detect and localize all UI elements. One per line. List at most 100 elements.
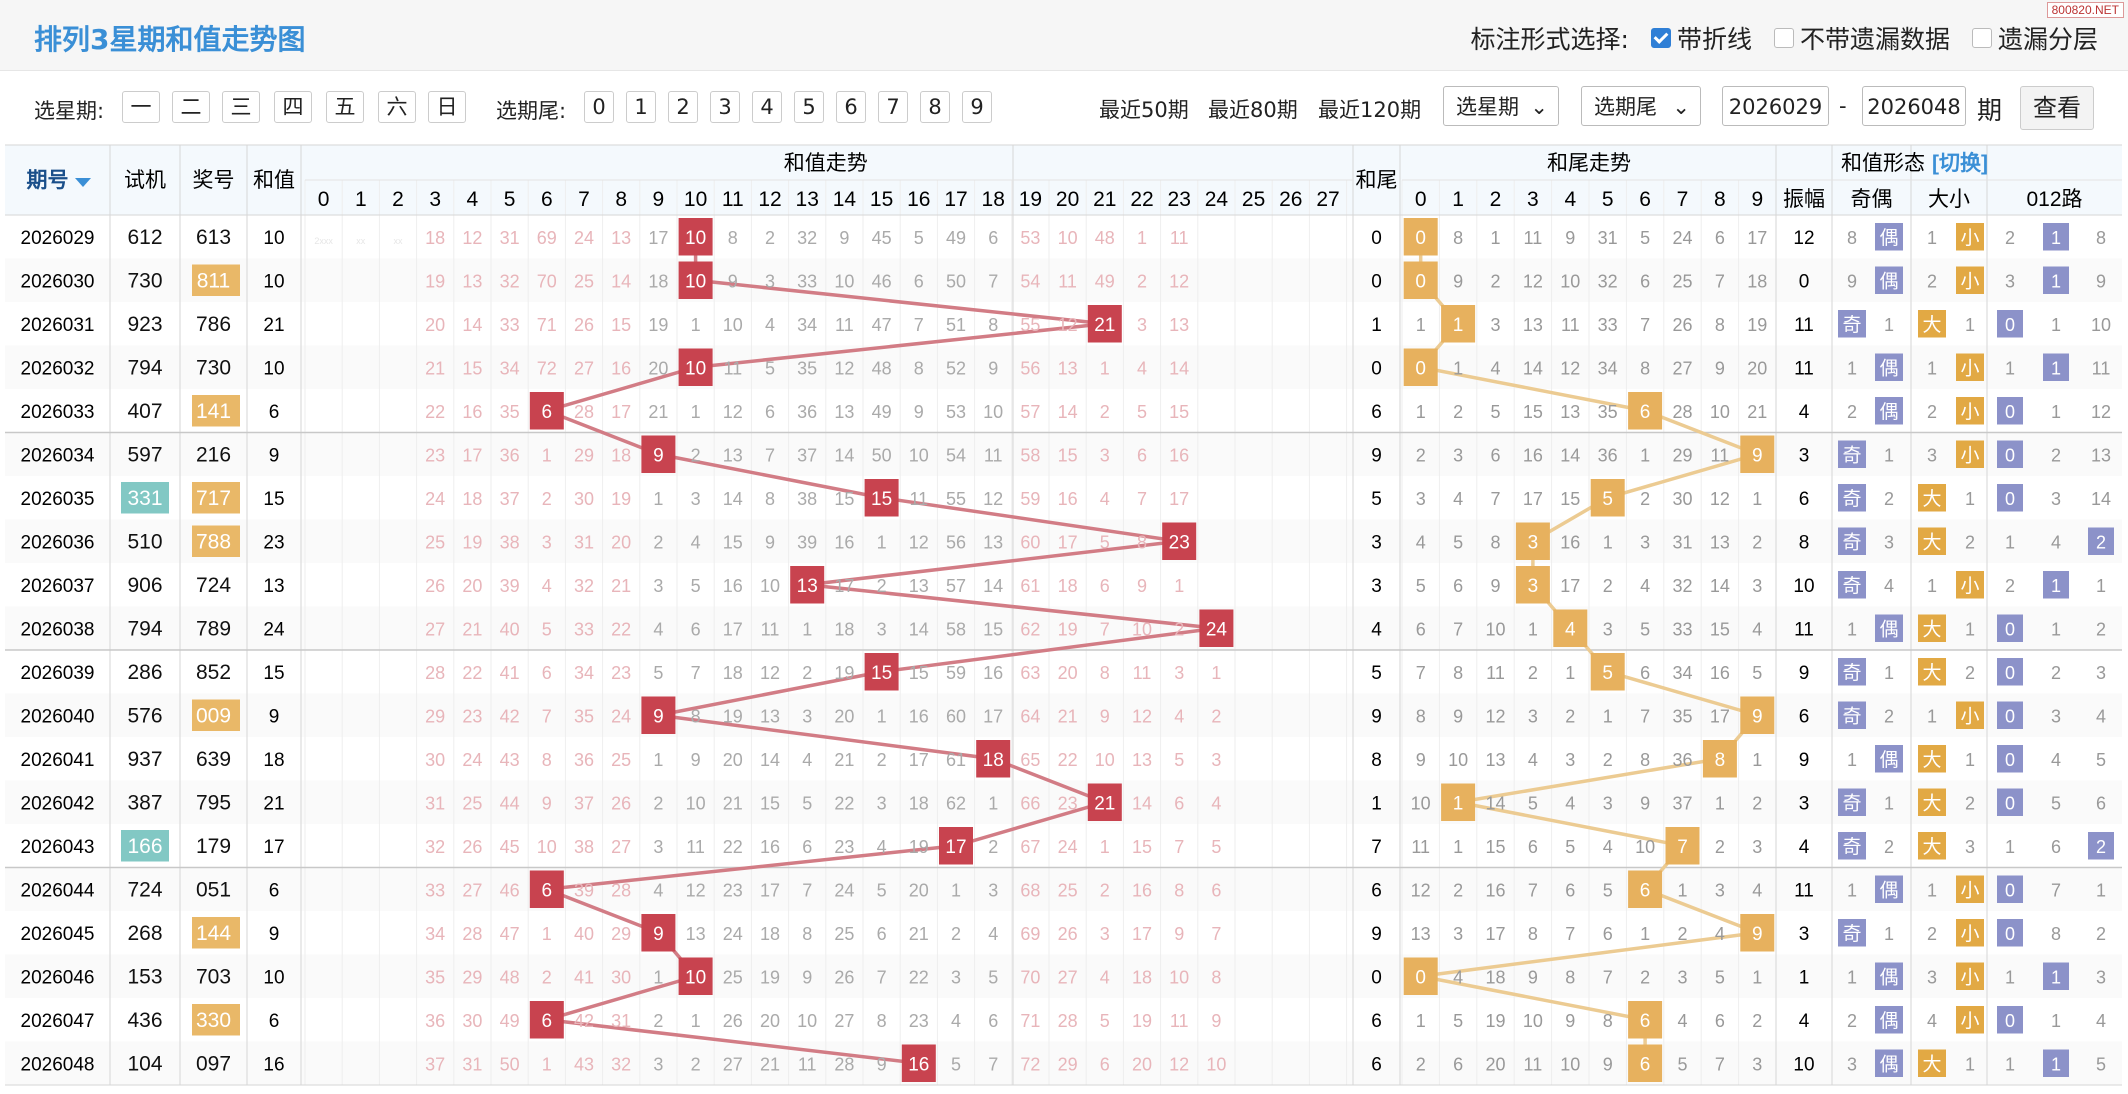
to-issue-input[interactable]: 2026048 bbox=[1862, 86, 1966, 126]
weekday-select[interactable]: 选星期 ⌄ bbox=[1443, 86, 1559, 126]
tail-chip-7[interactable]: 7 bbox=[878, 91, 908, 123]
from-issue-input[interactable]: 2026029 bbox=[1722, 86, 1829, 126]
tail-select[interactable]: 选期尾 ⌄ bbox=[1581, 86, 1701, 126]
sum-col-label: 25 bbox=[1242, 188, 1265, 211]
tail-chip-1[interactable]: 1 bbox=[626, 91, 656, 123]
label-options: 标注形式选择: 带折线 不带遗漏数据 遗漏分层 bbox=[1471, 20, 2098, 56]
sum-miss-value: 5 bbox=[1137, 402, 1147, 422]
tail-chip-9[interactable]: 9 bbox=[962, 91, 992, 123]
oddeven-marker bbox=[1838, 310, 1866, 338]
tail-chip-6[interactable]: 6 bbox=[836, 91, 866, 123]
draw-highlight bbox=[192, 699, 240, 731]
label-options-label: 标注形式选择: bbox=[1470, 25, 1629, 54]
sum-miss-value: 25 bbox=[834, 924, 854, 944]
sum-cell: 23 bbox=[263, 532, 284, 553]
sum-miss-value: 15 bbox=[760, 793, 780, 813]
route-marker bbox=[2088, 527, 2114, 555]
tail-miss-value: 3 bbox=[1453, 924, 1463, 944]
sum-col-label: 16 bbox=[907, 188, 930, 211]
tail-miss-value: 3 bbox=[1528, 706, 1538, 726]
sum-miss-value: 9 bbox=[1211, 1011, 1221, 1031]
tail-miss-value: 12 bbox=[1560, 358, 1580, 378]
recent-50-link[interactable]: 最近50期 bbox=[1099, 98, 1189, 122]
bigsmall-marker bbox=[1956, 266, 1984, 294]
route-value: 0 bbox=[2005, 489, 2015, 509]
sum-miss-value: 26 bbox=[1058, 924, 1078, 944]
view-button[interactable]: 查看 bbox=[2020, 86, 2094, 130]
checkbox-icon[interactable] bbox=[1773, 28, 1794, 48]
sum-miss-value: 22 bbox=[425, 402, 445, 422]
checkbox-icon[interactable] bbox=[1650, 28, 1671, 48]
route-value: 0 bbox=[2005, 619, 2015, 639]
bigsmall-value: 1 bbox=[1965, 750, 1975, 770]
oddeven-value: 偶 bbox=[1879, 401, 1898, 423]
sum-marker-value: 23 bbox=[1169, 532, 1190, 553]
weekday-chip-4[interactable]: 四 bbox=[274, 91, 312, 123]
bigsmall-marker bbox=[1918, 658, 1946, 686]
tail-miss-value: 36 bbox=[1672, 750, 1692, 770]
checkbox-icon[interactable] bbox=[1971, 28, 1992, 48]
tail-miss-value: 11 bbox=[1711, 445, 1730, 465]
bigsmall-value: 1 bbox=[1965, 315, 1975, 335]
tail-miss-value: 9 bbox=[1416, 750, 1426, 770]
weekday-chip-3[interactable]: 三 bbox=[222, 91, 260, 123]
recent-120-link[interactable]: 最近120期 bbox=[1318, 98, 1422, 122]
table-row bbox=[5, 258, 2122, 302]
sum-miss-value: 15 bbox=[723, 532, 743, 552]
sum-miss-value: 48 bbox=[872, 358, 892, 378]
tail-marker bbox=[1441, 783, 1476, 821]
tail-chip-2[interactable]: 2 bbox=[668, 91, 698, 123]
tail-chip-3[interactable]: 3 bbox=[710, 91, 740, 123]
bigsmall-marker bbox=[1918, 745, 1946, 773]
bigsmall-marker bbox=[1956, 1006, 1984, 1034]
sum-miss-value: 4 bbox=[542, 576, 552, 596]
tail-miss-value: 34 bbox=[1598, 358, 1618, 378]
option-with-line[interactable]: 带折线 bbox=[1650, 20, 1752, 56]
oddeven-value: 奇 bbox=[1842, 575, 1861, 597]
option-miss-layer[interactable]: 遗漏分层 bbox=[1971, 20, 2098, 56]
tail-miss-value: 2 bbox=[1715, 837, 1725, 857]
route-marker bbox=[1997, 310, 2023, 338]
sum-miss-value: 20 bbox=[425, 315, 445, 335]
tail-miss-value: 13 bbox=[1560, 402, 1580, 422]
sum-miss-value: 8 bbox=[1174, 880, 1184, 900]
sum-miss-value: 4 bbox=[1211, 793, 1221, 813]
sum-miss-value: 15 bbox=[462, 358, 482, 378]
tail-chip-4[interactable]: 4 bbox=[752, 91, 782, 123]
draw-highlight bbox=[192, 525, 240, 557]
weekday-chip-5[interactable]: 五 bbox=[326, 91, 364, 123]
tail-marker-value: 8 bbox=[1715, 750, 1726, 771]
tail-miss-value: 1 bbox=[1453, 837, 1463, 857]
sum-miss-value: 72 bbox=[537, 358, 557, 378]
sum-miss-value: 4 bbox=[653, 619, 663, 639]
sum-miss-value: 1 bbox=[653, 489, 663, 509]
weekday-chip-6[interactable]: 六 bbox=[378, 91, 416, 123]
sum-miss-value: 16 bbox=[1058, 489, 1078, 509]
recent-80-link[interactable]: 最近80期 bbox=[1208, 98, 1298, 122]
sum-miss-value: 10 bbox=[1132, 619, 1152, 639]
sum-miss-value: 35 bbox=[500, 402, 520, 422]
sum-miss-value: 17 bbox=[760, 880, 780, 900]
sum-miss-value: 14 bbox=[462, 315, 482, 335]
sum-miss-value: 60 bbox=[1020, 532, 1040, 552]
sum-miss-value: 10 bbox=[1169, 967, 1189, 987]
tail-chip-8[interactable]: 8 bbox=[920, 91, 950, 123]
sum-miss-value: 10 bbox=[760, 576, 780, 596]
switch-link[interactable]: [切换] bbox=[1932, 151, 1988, 175]
sum-miss-value: 25 bbox=[425, 532, 445, 552]
sum-miss-value: 3 bbox=[877, 793, 887, 813]
weekday-chip-1[interactable]: 一 bbox=[122, 91, 160, 123]
option-no-miss-data[interactable]: 不带遗漏数据 bbox=[1773, 20, 1950, 56]
tail-chip-0[interactable]: 0 bbox=[584, 91, 614, 123]
tail-chip-5[interactable]: 5 bbox=[794, 91, 824, 123]
oddeven-value: 2 bbox=[1847, 1011, 1857, 1031]
oddeven-marker bbox=[1875, 1049, 1903, 1077]
sum-miss-value: 27 bbox=[611, 837, 631, 857]
weekday-chip-7[interactable]: 日 bbox=[428, 91, 466, 123]
sum-miss-value: 27 bbox=[574, 358, 594, 378]
sum-miss-value: 20 bbox=[1132, 1054, 1152, 1074]
tail-miss-value: 8 bbox=[1528, 924, 1538, 944]
sum-miss-value: 9 bbox=[1174, 924, 1184, 944]
sum-miss-value: 2 bbox=[1211, 706, 1221, 726]
weekday-chip-2[interactable]: 二 bbox=[172, 91, 210, 123]
